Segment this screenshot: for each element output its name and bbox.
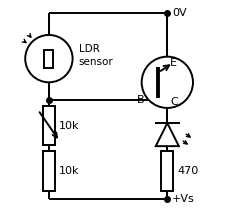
Circle shape: [141, 57, 192, 108]
Bar: [44, 50, 53, 67]
Text: LDR
sensor: LDR sensor: [78, 45, 113, 67]
Text: 470: 470: [176, 166, 198, 176]
Text: E: E: [170, 58, 176, 68]
Text: 10k: 10k: [58, 121, 79, 131]
Bar: [43, 151, 55, 191]
Text: 0V: 0V: [171, 8, 186, 18]
Bar: [43, 106, 55, 146]
Text: +Vs: +Vs: [171, 194, 194, 204]
Text: C: C: [170, 97, 177, 107]
Circle shape: [25, 35, 72, 82]
Bar: [161, 151, 173, 191]
Text: B: B: [136, 95, 144, 105]
Polygon shape: [155, 123, 178, 146]
Text: 10k: 10k: [58, 166, 79, 176]
